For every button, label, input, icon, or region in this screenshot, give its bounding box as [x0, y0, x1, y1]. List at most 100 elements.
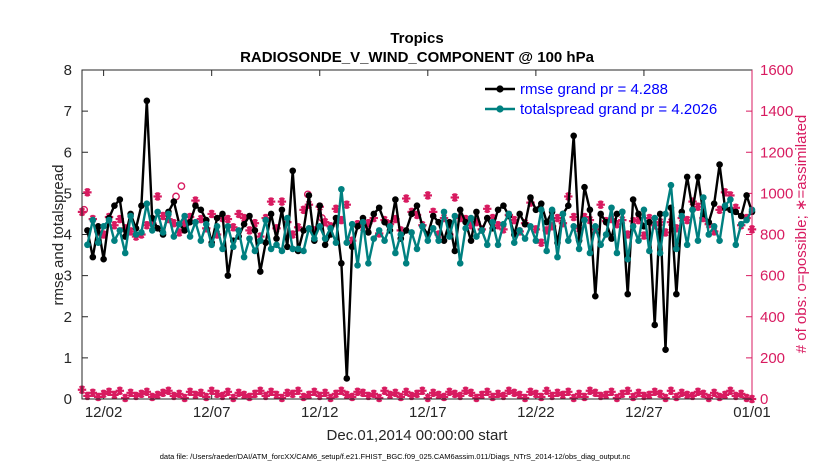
- obs-assimilated-marker: [277, 393, 287, 403]
- y-tick-label: 5: [64, 185, 72, 202]
- totalspread-point: [419, 222, 426, 230]
- totalspread-point: [510, 239, 518, 247]
- totalspread-point: [370, 235, 378, 242]
- totalspread-point: [467, 214, 475, 222]
- rmse-point: [316, 202, 324, 210]
- rmse-point: [219, 210, 226, 218]
- obs-assimilated-marker: [88, 388, 98, 398]
- obs-assimilated-marker: [655, 389, 665, 399]
- totalspread-point: [375, 227, 383, 234]
- line-series: [84, 97, 756, 382]
- x-tick-label: 12/02: [85, 404, 123, 421]
- totalspread-point: [592, 222, 599, 230]
- footer-data-file: data file: /Users/raeder/DAI/ATM_forcXX/…: [160, 452, 631, 461]
- rmse-point: [527, 194, 534, 201]
- totalspread-point: [229, 243, 237, 251]
- obs-assimilated-marker: [110, 221, 119, 230]
- rmse-point: [181, 227, 188, 234]
- obs-assimilated-marker: [401, 194, 411, 203]
- rmse-point: [592, 292, 599, 300]
- totalspread-point: [602, 231, 610, 238]
- obs-assimilated-marker: [245, 226, 254, 235]
- totalspread-point: [662, 210, 669, 218]
- rmse-point: [170, 198, 178, 205]
- obs-assimilated-marker: [207, 209, 216, 219]
- totalspread-point: [257, 237, 264, 244]
- totalspread-point: [408, 229, 415, 236]
- obs-assimilated-marker: [374, 393, 384, 403]
- rmse-point: [435, 218, 442, 226]
- totalspread-point: [597, 241, 605, 249]
- legend-rmse-marker: [496, 85, 504, 93]
- totalspread-point: [343, 239, 351, 247]
- totalspread-point: [705, 231, 713, 238]
- rmse-point: [392, 196, 399, 203]
- obs-assimilated-marker: [596, 200, 605, 209]
- rmse-point: [683, 173, 691, 181]
- obs-assimilated-marker: [310, 387, 319, 397]
- rmse-point: [624, 290, 632, 298]
- totalspread-point: [127, 212, 134, 220]
- obs-assimilated-marker: [175, 389, 184, 399]
- totalspread-point: [138, 229, 145, 236]
- totalspread-point: [284, 214, 291, 222]
- y-tick-label: 3: [64, 268, 72, 285]
- totalspread-point: [554, 253, 561, 261]
- totalspread-point: [365, 259, 372, 267]
- obs-assimilated-marker: [720, 390, 730, 400]
- totalspread-point: [202, 220, 210, 228]
- totalspread-point: [116, 227, 124, 234]
- rmse-point: [338, 259, 345, 267]
- chart-subtitle: RADIOSONDE_V_WIND_COMPONENT @ 100 hPa: [240, 49, 595, 66]
- obs-assimilated-marker: [542, 386, 551, 395]
- rmse-point: [262, 239, 270, 247]
- rmse-point: [267, 210, 275, 218]
- totalspread-point: [505, 210, 513, 218]
- totalspread-point: [743, 216, 750, 224]
- totalspread-point: [629, 222, 637, 230]
- totalspread-point: [683, 241, 691, 249]
- totalspread-point: [348, 220, 356, 228]
- totalspread-point: [581, 216, 588, 224]
- y-tick-label: 8: [64, 62, 72, 79]
- totalspread-point: [397, 231, 405, 238]
- rmse-point: [516, 210, 523, 218]
- y-axis-label: rmse and totalspread: [50, 165, 67, 306]
- rmse-point: [608, 235, 615, 242]
- rmse-point: [284, 243, 291, 251]
- obs-assimilated-marker: [715, 205, 724, 215]
- y-tick-label: 1: [64, 350, 72, 367]
- totalspread-point: [165, 210, 172, 218]
- rmse-point: [143, 97, 151, 105]
- right-axis-ticks: 0 200 400 600 800 1000 1200 1400 1600: [746, 62, 793, 408]
- rmse-point: [375, 204, 383, 212]
- totalspread-point: [429, 225, 437, 232]
- obs-assimilated-marker: [466, 388, 476, 398]
- totalspread-point: [170, 233, 178, 240]
- totalspread-point: [246, 235, 253, 242]
- obs-assimilated-marker: [223, 214, 233, 224]
- rmse-point: [240, 220, 248, 228]
- rmse-point: [300, 227, 307, 234]
- y-right-tick-label: 0: [760, 391, 768, 408]
- obs-assimilated-marker: [391, 388, 400, 398]
- obs-assimilated-marker: [736, 389, 746, 399]
- y-right-tick-label: 400: [760, 309, 785, 326]
- totalspread-point: [100, 222, 107, 230]
- obs-assimilated-marker: [612, 393, 622, 403]
- x-tick-label: 12/12: [301, 404, 339, 421]
- totalspread-point: [192, 218, 199, 226]
- obs-assimilated-marker: [423, 393, 433, 403]
- obs-assimilated-marker: [607, 387, 616, 397]
- totalspread-point: [716, 237, 723, 244]
- obs-assimilated-marker: [164, 386, 173, 395]
- totalspread-point: [359, 218, 367, 226]
- x-tick-label: 12/07: [193, 404, 231, 421]
- rmse-point: [408, 210, 415, 218]
- rmse-point: [354, 222, 361, 230]
- totalspread-point: [500, 220, 507, 228]
- totalspread-point: [208, 241, 215, 249]
- totalspread-point: [224, 222, 232, 230]
- totalspread-point: [710, 222, 718, 230]
- obs-possible-marker: [80, 205, 89, 214]
